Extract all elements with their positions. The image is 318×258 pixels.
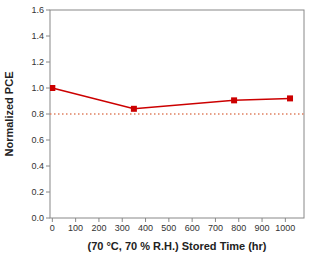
y-tick-label: 0.0: [31, 213, 44, 223]
x-tick-label: 0: [50, 223, 55, 233]
plot-area: [50, 85, 304, 114]
y-tick: [46, 140, 50, 141]
point: [231, 97, 237, 103]
y-axis-label: Normalized PCE: [3, 72, 15, 157]
x-tick-label: 1000: [275, 223, 295, 233]
y-tick-label: 0.6: [31, 135, 44, 145]
y-tick: [46, 114, 50, 115]
x-tick-label: 400: [138, 223, 153, 233]
y-tick: [46, 218, 50, 219]
x-tick: [285, 218, 286, 222]
x-tick: [192, 218, 193, 222]
y-axis: 0.0 0.2 0.4 0.6 0.8 1.0 1.2 1.4 1.6: [31, 5, 50, 223]
x-tick: [215, 218, 216, 222]
x-tick-label: 500: [161, 223, 176, 233]
x-tick: [168, 218, 169, 222]
x-tick: [262, 218, 263, 222]
x-tick: [238, 218, 239, 222]
x-tick: [98, 218, 99, 222]
x-tick-label: 200: [91, 223, 106, 233]
line: [52, 88, 290, 109]
point: [50, 85, 55, 91]
y-tick-label: 1.0: [31, 83, 44, 93]
plot-frame: [50, 10, 304, 218]
x-axis-label: (70 °C, 70 % R.H.) Stored Time (hr): [87, 240, 266, 252]
chart: 0.0 0.2 0.4 0.6 0.8 1.0 1.2 1.4 1.6 0 100 200 300 400…: [0, 0, 318, 258]
x-tick: [75, 218, 76, 222]
x-tick-label: 100: [68, 223, 83, 233]
x-tick: [145, 218, 146, 222]
point: [287, 95, 293, 101]
x-tick-label: 800: [231, 223, 246, 233]
y-tick-label: 0.4: [31, 161, 44, 171]
y-tick: [46, 10, 50, 11]
y-tick-label: 0.8: [31, 109, 44, 119]
y-tick: [46, 36, 50, 37]
y-tick-label: 1.6: [31, 5, 44, 15]
x-tick: [52, 218, 53, 222]
y-tick: [46, 62, 50, 63]
y-tick: [46, 192, 50, 193]
x-tick: [122, 218, 123, 222]
reference-line: [50, 113, 304, 115]
y-tick-label: 1.2: [31, 57, 44, 67]
x-tick-label: 300: [115, 223, 130, 233]
x-tick-label: 900: [255, 223, 270, 233]
x-tick-label: 700: [208, 223, 223, 233]
y-tick-label: 1.4: [31, 31, 44, 41]
x-axis: 0 100 200 300 400 500 600 700 800 900 1000: [50, 218, 296, 233]
y-tick: [46, 88, 50, 89]
y-tick-label: 0.2: [31, 187, 44, 197]
x-tick-label: 600: [185, 223, 200, 233]
point: [131, 106, 137, 112]
y-tick: [46, 166, 50, 167]
